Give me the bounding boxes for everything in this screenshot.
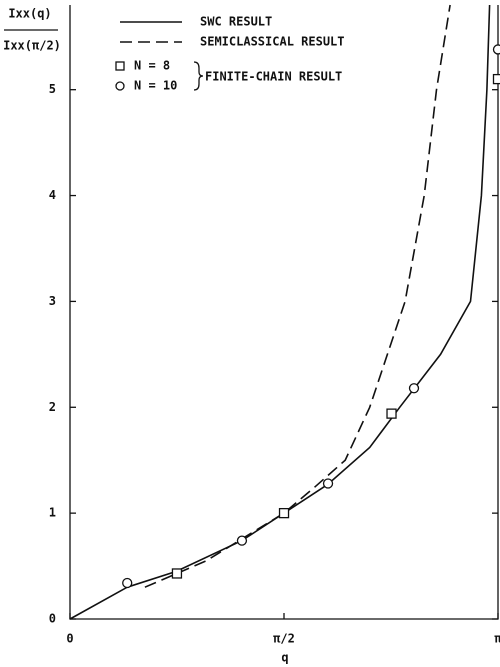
series-line — [69, 4, 491, 620]
legend-swatch — [115, 81, 125, 91]
legend-swatch — [115, 61, 125, 71]
y-tick-label: 1 — [49, 506, 56, 520]
legend-label: N = 8 — [134, 59, 170, 73]
y-tick-label: 0 — [49, 612, 56, 626]
marker-square — [278, 507, 290, 519]
x-tick-label: π — [494, 632, 500, 646]
y-tick-label: 5 — [49, 82, 56, 96]
series-line — [144, 4, 451, 588]
legend-label: N = 10 — [134, 79, 177, 93]
marker-circle — [408, 383, 420, 394]
marker-circle — [492, 44, 500, 55]
y-tick-label: 3 — [49, 294, 56, 308]
legend-label: SWC RESULT — [200, 15, 272, 29]
y-label-numerator: Ixx(q) — [8, 7, 51, 21]
x-tick-label: 0 — [66, 632, 73, 646]
marker-square — [171, 568, 183, 579]
legend-label: SEMICLASSICAL RESULT — [200, 35, 345, 49]
y-tick-label: 4 — [49, 188, 56, 202]
marker-square — [386, 408, 397, 419]
x-label: q — [281, 651, 288, 665]
axis-frame — [69, 5, 499, 620]
marker-square — [492, 73, 500, 85]
y-label-denominator: Ixx(π/2) — [3, 39, 61, 53]
marker-circle — [122, 577, 133, 589]
legend-group-label: FINITE-CHAIN RESULT — [205, 70, 342, 84]
legend-brace — [193, 61, 204, 91]
x-tick-label: π/2 — [273, 632, 295, 646]
y-tick-label: 2 — [49, 400, 56, 414]
marker-circle — [236, 535, 248, 546]
marker-circle — [322, 478, 334, 489]
